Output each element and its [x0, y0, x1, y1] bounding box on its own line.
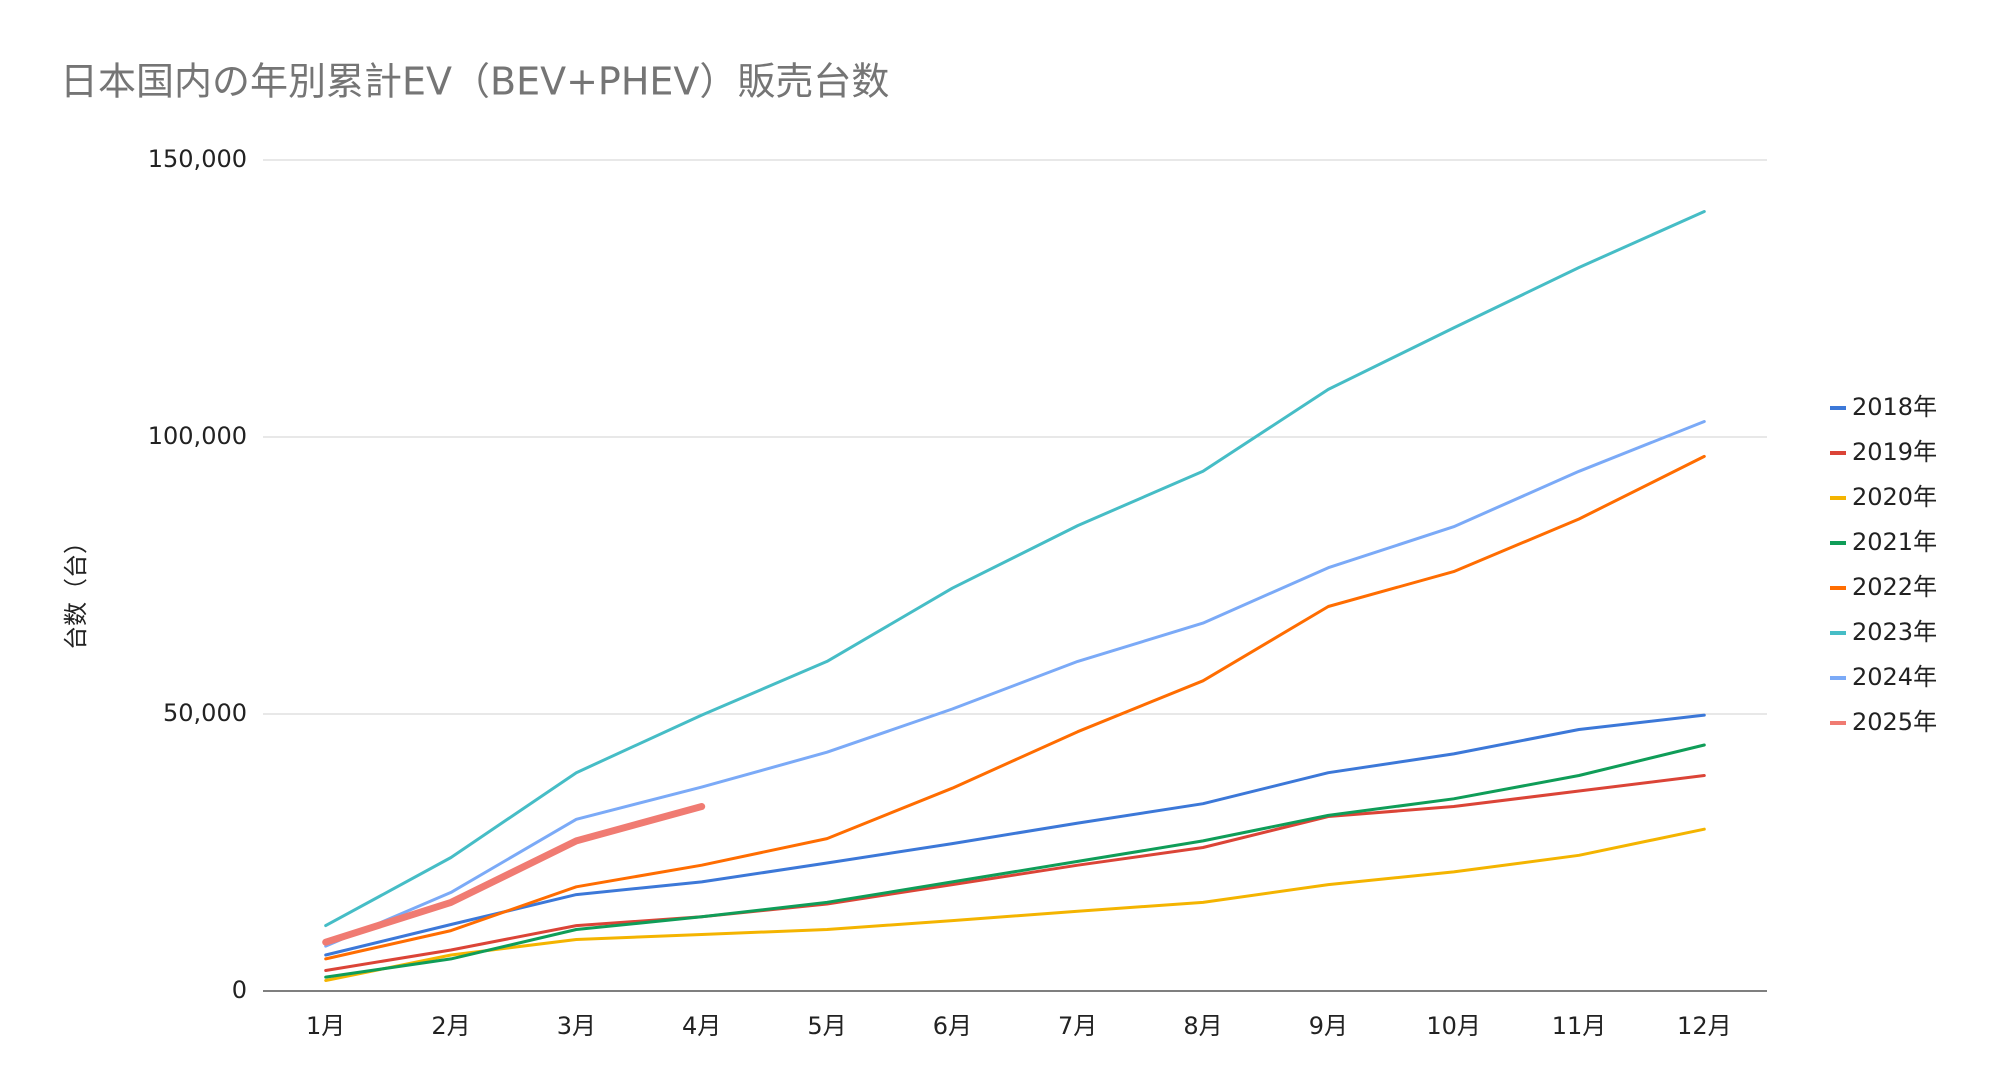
x-tick-label: 11月: [1552, 1012, 1607, 1040]
series-line: [324, 743, 1706, 979]
x-tick-label: 12月: [1677, 1012, 1732, 1040]
x-tick-label: 5月: [807, 1012, 846, 1040]
series-line: [324, 210, 1706, 928]
series-line: [324, 827, 1706, 982]
x-tick-label: 2月: [431, 1012, 470, 1040]
y-tick-label: 100,000: [148, 422, 247, 450]
legend-label: 2025年: [1852, 708, 1937, 736]
x-tick-label: 6月: [933, 1012, 972, 1040]
legend-label: 2018年: [1852, 393, 1937, 421]
x-tick-label: 7月: [1058, 1012, 1097, 1040]
chart-title: 日本国内の年別累計EV（BEV+PHEV）販売台数: [60, 60, 889, 104]
x-tick-label: 9月: [1309, 1012, 1348, 1040]
series-line: [324, 774, 1706, 972]
legend-label: 2023年: [1852, 618, 1937, 646]
x-tick-label: 8月: [1183, 1012, 1222, 1040]
series-line: [324, 420, 1706, 948]
series-line: [324, 713, 1706, 957]
legend-label: 2019年: [1852, 438, 1937, 466]
legend-label: 2022年: [1852, 573, 1937, 601]
y-tick-label: 150,000: [148, 145, 247, 173]
legend-label: 2021年: [1852, 528, 1937, 556]
x-tick-label: 3月: [557, 1012, 596, 1040]
y-tick-label: 50,000: [163, 699, 247, 727]
x-tick-label: 4月: [682, 1012, 721, 1040]
legend-label: 2020年: [1852, 483, 1937, 511]
series-line: [322, 803, 706, 946]
y-axis-label: 台数（台）: [62, 530, 90, 650]
x-tick-label: 1月: [306, 1012, 345, 1040]
y-tick-label: 0: [232, 976, 247, 1004]
legend-label: 2024年: [1852, 663, 1937, 691]
x-tick-label: 10月: [1426, 1012, 1481, 1040]
series-line: [324, 454, 1706, 961]
